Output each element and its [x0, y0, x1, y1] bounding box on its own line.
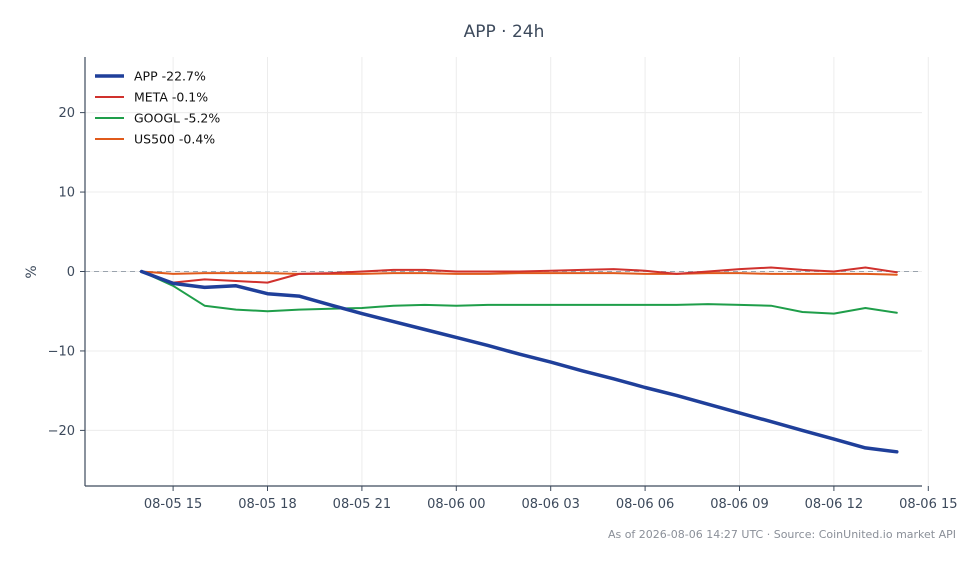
y-tick-label-4: −20 — [48, 424, 75, 439]
series-lines — [139, 266, 899, 454]
y-tick-label-2: 0 — [67, 265, 75, 280]
series-line-0 — [139, 269, 899, 454]
x-tick-label-6: 08-06 09 — [710, 497, 768, 512]
x-tick-label-7: 08-06 12 — [805, 497, 863, 512]
series-line-1 — [140, 266, 898, 284]
y-tick-label-1: 10 — [58, 186, 75, 201]
legend: APP -22.7% META -0.1% GOOGL -5.2% US500 -0.… — [95, 69, 220, 147]
legend-label-2: GOOGL -5.2% — [134, 111, 220, 126]
x-tick-label-4: 08-06 03 — [521, 497, 579, 512]
x-tick-label-2: 08-05 21 — [333, 497, 391, 512]
chart-title: APP · 24h — [464, 22, 545, 42]
y-axis-label: % — [24, 265, 40, 278]
legend-label-3: US500 -0.4% — [134, 132, 215, 147]
series-line-2 — [140, 270, 898, 315]
y-axis-ticks: 20 10 0 −10 −20 — [48, 106, 85, 439]
legend-label-1: META -0.1% — [134, 90, 208, 105]
legend-label-0: APP -22.7% — [134, 69, 206, 84]
x-tick-label-1: 08-05 18 — [238, 497, 296, 512]
footer-source: As of 2026-08-06 14:27 UTC · Source: Coi… — [608, 528, 956, 541]
x-tick-label-8: 08-06 15 — [899, 497, 957, 512]
y-tick-label-3: −10 — [48, 344, 75, 359]
x-tick-label-5: 08-06 06 — [616, 497, 674, 512]
x-tick-label-3: 08-06 00 — [427, 497, 485, 512]
x-axis-ticks: 08-05 15 08-05 18 08-05 21 08-06 00 08-06 03… — [144, 486, 958, 512]
series-line-3 — [140, 270, 898, 276]
y-tick-label-0: 20 — [58, 106, 75, 121]
x-tick-label-0: 08-05 15 — [144, 497, 202, 512]
